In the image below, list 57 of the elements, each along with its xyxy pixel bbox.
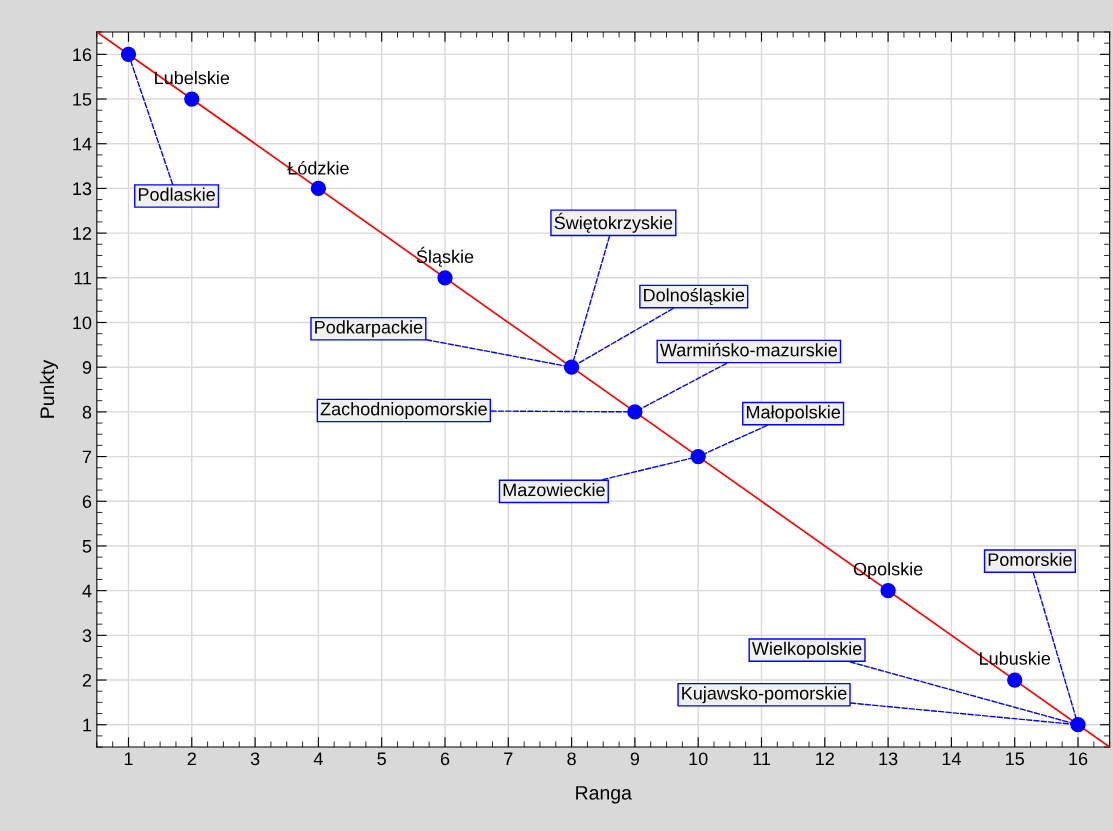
annotation: Łódzkie <box>287 161 349 175</box>
x-tick-label: 16 <box>1069 752 1088 766</box>
x-tick-label: 10 <box>689 752 708 766</box>
point <box>184 91 200 107</box>
y-tick-label: 8 <box>82 405 92 419</box>
point <box>1070 717 1086 733</box>
y-tick-label: 10 <box>73 316 92 330</box>
x-tick-label: 14 <box>942 752 961 766</box>
point <box>563 359 580 375</box>
x-tick-label: 7 <box>504 752 513 766</box>
annotation: Warmińsko-mazurskie <box>659 342 837 357</box>
y-tick-label: 7 <box>82 450 92 464</box>
x-tick-label: 1 <box>124 752 133 766</box>
annotation: Mazowieckie <box>503 483 605 497</box>
y-tick-label: 3 <box>82 629 92 643</box>
y-tick-label: 1 <box>83 718 92 732</box>
point <box>690 448 706 465</box>
x-tick-label: 4 <box>313 752 323 766</box>
x-tick-label: 13 <box>879 752 898 766</box>
y-tick-label: 6 <box>82 495 92 508</box>
annotation: Małopolskie <box>746 405 841 423</box>
y-tick-label: 14 <box>73 137 92 151</box>
annotation: Wielkopolskie <box>751 641 862 659</box>
y-tick-label: 16 <box>73 48 92 62</box>
point <box>880 583 896 599</box>
annotation: Podkarpackie <box>315 320 423 338</box>
annotation: Kujawsko-pomorskie <box>682 686 847 704</box>
y-tick-label: 11 <box>74 271 92 285</box>
annotation: Dolnośląskie <box>644 288 745 306</box>
x-tick-label: 11 <box>753 752 770 766</box>
y-tick-label: 13 <box>73 182 92 196</box>
x-tick-label: 3 <box>250 752 260 766</box>
x-tick-label: 2 <box>187 752 196 766</box>
x-tick-label: 8 <box>567 752 576 766</box>
x-tick-label: 9 <box>630 752 640 766</box>
point <box>310 180 327 197</box>
y-tick-label: 4 <box>82 584 92 598</box>
x-axis-title: Ranga <box>576 786 632 804</box>
point <box>1007 672 1023 688</box>
x-tick-label: 5 <box>377 752 386 766</box>
y-tick-label: 5 <box>82 540 92 553</box>
annotation: Podlaskie <box>138 187 215 201</box>
point <box>120 46 137 62</box>
y-tick-label: 9 <box>82 361 92 374</box>
x-tick-label: 6 <box>440 752 450 766</box>
annotation: Świętokrzyskie <box>554 212 673 233</box>
annotation: Zachodniopomorskie <box>320 402 487 419</box>
point <box>437 270 453 286</box>
annotation: Śląskie <box>416 246 474 267</box>
point <box>627 404 643 420</box>
y-tick-label: 12 <box>73 227 92 240</box>
y-tick-label: 2 <box>82 673 92 687</box>
y-tick-label: 15 <box>73 93 92 106</box>
annotation: Pomorskie <box>988 552 1072 566</box>
x-tick-label: 15 <box>1006 752 1024 766</box>
y-axis-title: Punkty <box>39 359 58 418</box>
x-tick-label: 12 <box>816 752 834 766</box>
